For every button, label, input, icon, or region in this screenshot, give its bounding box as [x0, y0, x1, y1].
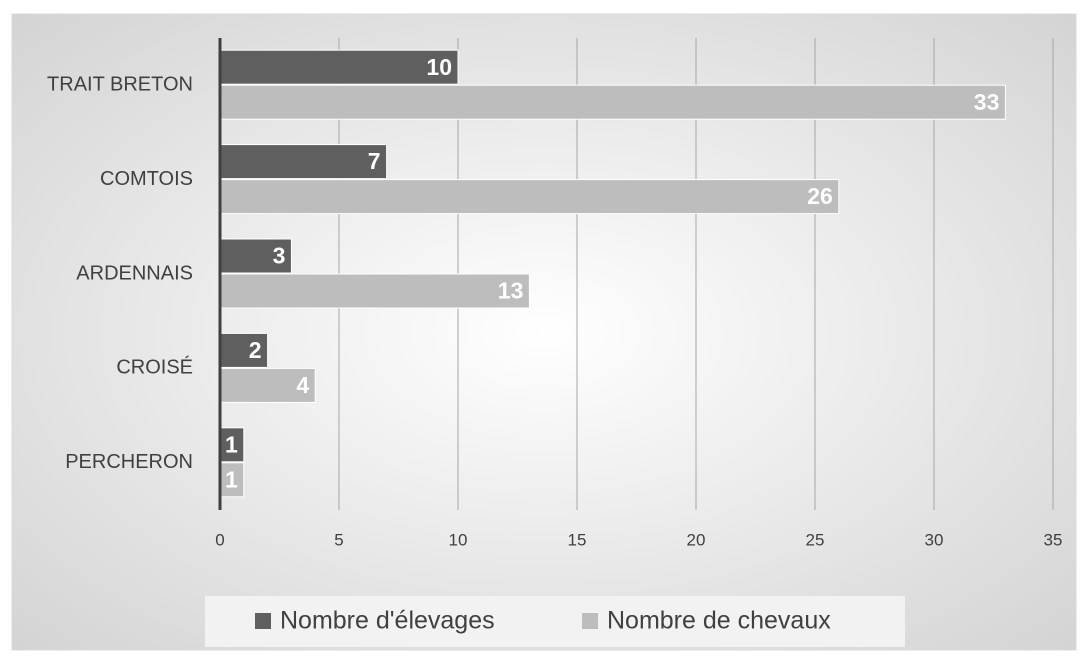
legend-swatch	[255, 613, 271, 629]
bar	[219, 144, 388, 180]
data-label: 1	[225, 431, 238, 457]
marks	[219, 49, 1006, 498]
data-label: 13	[498, 278, 524, 304]
x-tick-label: 0	[215, 530, 224, 549]
category-label: ARDENNAIS	[76, 262, 193, 284]
bar	[219, 49, 459, 85]
data-label: 4	[296, 372, 309, 398]
data-label: 10	[426, 54, 452, 80]
legend-box	[205, 596, 905, 647]
data-label: 2	[249, 337, 262, 363]
chart-background	[11, 13, 1077, 651]
x-tick-label: 15	[568, 530, 587, 549]
data-label: 1	[225, 466, 238, 492]
bar	[219, 273, 530, 309]
legend-swatch	[582, 613, 598, 629]
data-label: 3	[273, 243, 286, 269]
legend-label: Nombre de chevaux	[607, 607, 831, 635]
data-label: 7	[368, 148, 381, 174]
x-tick-label: 20	[687, 530, 706, 549]
x-tick-label: 30	[925, 530, 944, 549]
category-label: CROISÉ	[116, 356, 193, 379]
bar	[219, 332, 269, 368]
x-tick-label: 25	[806, 530, 825, 549]
bar	[219, 84, 1006, 120]
x-tick-label: 35	[1044, 530, 1063, 549]
category-label: PERCHERON	[65, 451, 193, 473]
data-label: 33	[974, 89, 1000, 115]
x-tick-label: 5	[334, 530, 343, 549]
bar	[219, 367, 316, 403]
legend-label: Nombre d'élevages	[280, 607, 495, 635]
category-label: TRAIT BRETON	[47, 73, 193, 95]
category-label: COMTOIS	[100, 168, 193, 190]
data-label: 26	[807, 183, 833, 209]
x-tick-label: 10	[449, 530, 468, 549]
bar	[219, 179, 840, 215]
